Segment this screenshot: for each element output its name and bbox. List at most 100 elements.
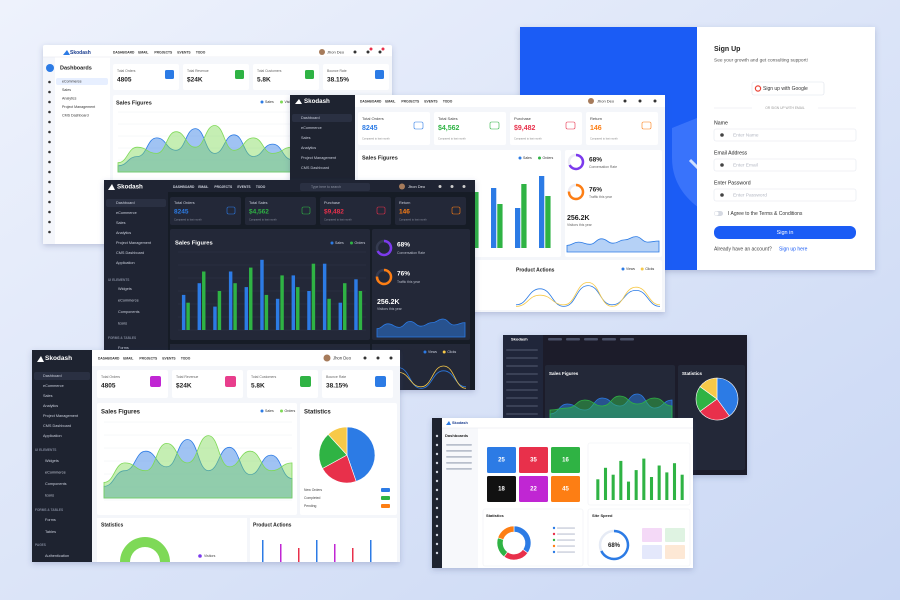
menu-item[interactable]: EMAIL [123,356,133,360]
nav-item[interactable]: Project Management [301,156,337,160]
stat-icon [301,206,311,215]
nav-item[interactable]: Sales [116,221,126,225]
nav-item[interactable]: Dashboard [116,201,135,205]
nav-item[interactable]: Analytics [116,231,131,235]
stat-card [170,197,241,225]
area-series [117,128,293,173]
nav-item[interactable]: Icons [45,494,54,498]
nav-item[interactable]: Components [118,310,140,314]
nav-item[interactable]: Project Management [62,105,95,109]
menu-item[interactable]: TODO [256,185,266,189]
nav-item[interactable]: eCommerce [45,471,66,475]
nav-item[interactable]: Forms [45,518,56,522]
footer-link[interactable]: Sign up here [779,246,808,252]
nav-item[interactable]: Dashboard [43,374,62,378]
menu-item[interactable]: TODO [196,50,206,54]
bar [521,184,527,248]
button-label[interactable]: Sign up with Google [763,86,808,92]
menu-item[interactable]: EMAIL [385,99,395,103]
menu-item[interactable]: PROJECTS [154,50,173,54]
search-placeholder[interactable]: Type here to search [311,185,341,189]
icon [48,90,51,94]
nav-item[interactable]: Project Management [116,241,152,245]
nav-item[interactable]: Application [43,434,62,438]
search-box[interactable] [300,183,370,191]
menu-item[interactable]: DASHBOARD [98,356,120,360]
nav-item[interactable]: Sales [43,394,53,398]
nav-item[interactable]: eCommerce [62,79,82,83]
nav-item-placeholder [506,365,538,367]
nav-item[interactable]: Project Management [43,414,79,418]
nav-item[interactable]: Widgets [45,459,59,463]
stat-icon [451,206,461,215]
kpi-value: 76% [397,271,410,278]
menu-item[interactable]: EVENTS [177,50,191,54]
bar [249,267,253,330]
bar [311,263,316,330]
menu-item[interactable]: EVENTS [424,99,438,103]
input[interactable] [713,158,857,172]
nav-item[interactable]: CMS Dashboard [43,424,71,428]
placeholder[interactable]: Enter Password [733,192,767,198]
label: Jhon Deo [327,50,345,55]
menu-item[interactable]: DASHBOARD [360,99,382,103]
icon [46,64,54,72]
nav-item[interactable]: Widgets [118,287,132,291]
menu-item[interactable]: DASHBOARD [173,185,195,189]
menu-item[interactable]: TODO [181,356,191,360]
nav-item[interactable]: Sales [301,136,311,140]
stat-tile [551,447,580,473]
stat-value: $9,482 [514,125,536,132]
submit-button[interactable] [714,226,856,239]
nav-item[interactable]: Analytics [301,146,316,150]
menu-item[interactable]: TODO [443,99,453,103]
nav-item[interactable]: Analytics [62,96,77,100]
bar [515,208,521,248]
input[interactable] [713,188,857,202]
menu-item[interactable]: PROJECTS [214,185,233,189]
bar [497,204,503,248]
logo [108,184,115,190]
icon [376,356,380,360]
google-button[interactable] [751,81,825,96]
button-label[interactable]: Sign in [777,230,794,236]
menu-item[interactable]: EMAIL [198,185,208,189]
nav-item[interactable]: Authentication [45,554,69,558]
stat-card [183,64,249,90]
stat-value: 146 [590,125,602,132]
placeholder[interactable]: Enter Name [733,132,759,138]
icon [435,497,439,501]
nav-item[interactable]: CMS Dashboard [62,113,89,117]
icon [323,354,331,362]
placeholder[interactable]: Enter Email [733,162,758,168]
bar [280,275,284,330]
chart-card [587,508,691,567]
nav-item[interactable]: Application [116,261,135,265]
nav-item[interactable]: Dashboard [301,116,320,120]
menu-item[interactable]: PROJECTS [139,356,158,360]
input[interactable] [713,128,857,142]
chart-title: Statistics [682,371,703,376]
menu-item[interactable]: EMAIL [138,50,148,54]
nav-item[interactable]: Components [45,482,67,486]
menu-item[interactable]: EVENTS [237,185,251,189]
nav-item[interactable]: eCommerce [43,384,64,388]
legend-badge [381,496,390,500]
icon [366,50,370,54]
nav-item[interactable]: eCommerce [118,299,139,303]
legend-label: Clicks [447,350,456,354]
nav-item[interactable]: Analytics [43,404,58,408]
kpi-card [372,229,470,340]
nav-item[interactable]: Icons [118,322,127,326]
menu-item[interactable]: PROJECTS [401,99,420,103]
nav-item[interactable]: eCommerce [301,126,322,130]
nav-item[interactable]: CMS Dashboard [116,251,144,255]
nav-item[interactable]: Forms [118,346,129,350]
nav-item[interactable]: Sales [62,88,71,92]
nav-item[interactable]: eCommerce [116,211,137,215]
menu-item[interactable]: EVENTS [162,356,176,360]
menu-item[interactable]: DASHBOARD [113,50,135,54]
nav-item[interactable]: Tables [45,530,56,534]
nav-item[interactable]: CMS Dashboard [301,166,329,170]
stat-card [113,64,179,90]
